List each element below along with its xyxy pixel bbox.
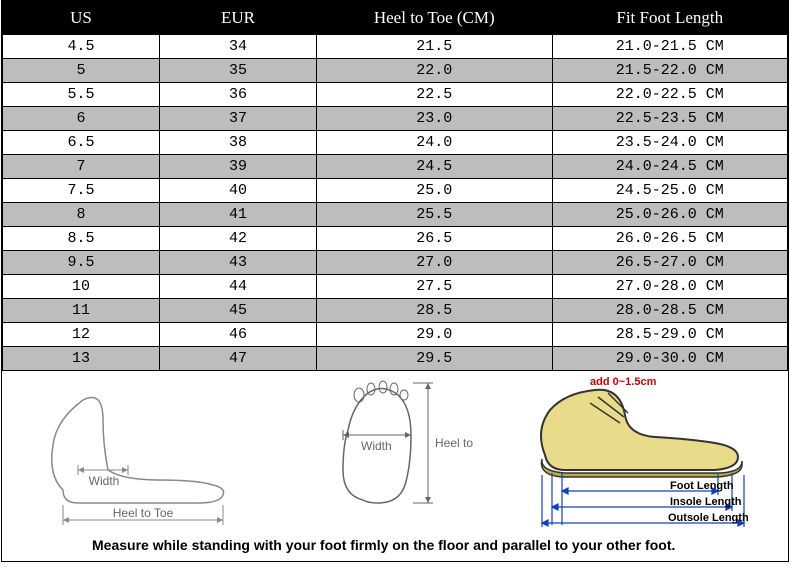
table-row: 6.53824.023.5-24.0 CM [3, 131, 788, 155]
size-table: US EUR Heel to Toe (CM) Fit Foot Length … [2, 1, 788, 371]
cell: 35 [160, 59, 317, 83]
table-row: 84125.525.0-26.0 CM [3, 203, 788, 227]
cell: 22.0-22.5 CM [552, 83, 788, 107]
cell: 25.0 [317, 179, 553, 203]
col-eur: EUR [160, 2, 317, 35]
cell: 26.0-26.5 CM [552, 227, 788, 251]
cell: 9.5 [3, 251, 160, 275]
table-row: 134729.529.0-30.0 CM [3, 347, 788, 371]
heeltoe-label-2: Heel to Toe [435, 436, 473, 450]
cell: 40 [160, 179, 317, 203]
cell: 41 [160, 203, 317, 227]
cell: 21.0-21.5 CM [552, 35, 788, 59]
cell: 21.5 [317, 35, 553, 59]
cell: 8.5 [3, 227, 160, 251]
add-label: add 0~1.5cm [590, 376, 657, 388]
outsole-length-label: Outsole Length [668, 512, 749, 524]
cell: 23.5-24.0 CM [552, 131, 788, 155]
table-row: 9.54327.026.5-27.0 CM [3, 251, 788, 275]
table-row: 63723.022.5-23.5 CM [3, 107, 788, 131]
foot-side-diagram: Width Heel to Toe [10, 375, 265, 535]
table-row: 114528.528.0-28.5 CM [3, 299, 788, 323]
cell: 42 [160, 227, 317, 251]
heeltoe-label: Heel to Toe [112, 506, 173, 520]
cell: 46 [160, 323, 317, 347]
cell: 29.0-30.0 CM [552, 347, 788, 371]
width-label-2: Width [361, 439, 392, 453]
size-chart-container: US EUR Heel to Toe (CM) Fit Foot Length … [1, 0, 789, 562]
table-row: 7.54025.024.5-25.0 CM [3, 179, 788, 203]
cell: 23.0 [317, 107, 553, 131]
table-row: 4.53421.521.0-21.5 CM [3, 35, 788, 59]
cell: 22.5-23.5 CM [552, 107, 788, 131]
cell: 27.0 [317, 251, 553, 275]
cell: 25.0-26.0 CM [552, 203, 788, 227]
shoe-body [541, 390, 738, 470]
shoe-diagram: add 0~1.5cm [520, 375, 780, 535]
col-fitlength: Fit Foot Length [552, 2, 788, 35]
cell: 13 [3, 347, 160, 371]
cell: 12 [3, 323, 160, 347]
cell: 27.0-28.0 CM [552, 275, 788, 299]
table-row: 8.54226.526.0-26.5 CM [3, 227, 788, 251]
table-row: 53522.021.5-22.0 CM [3, 59, 788, 83]
cell: 4.5 [3, 35, 160, 59]
cell: 24.5 [317, 155, 553, 179]
cell: 21.5-22.0 CM [552, 59, 788, 83]
cell: 45 [160, 299, 317, 323]
cell: 26.5 [317, 227, 553, 251]
foot-top-diagram: Width Heel to Toe [265, 375, 520, 535]
table-row: 73924.524.0-24.5 CM [3, 155, 788, 179]
cell: 22.0 [317, 59, 553, 83]
cell: 26.5-27.0 CM [552, 251, 788, 275]
cell: 38 [160, 131, 317, 155]
cell: 47 [160, 347, 317, 371]
width-label: Width [88, 474, 119, 488]
cell: 43 [160, 251, 317, 275]
cell: 28.5 [317, 299, 553, 323]
cell: 24.5-25.0 CM [552, 179, 788, 203]
table-row: 104427.527.0-28.0 CM [3, 275, 788, 299]
cell: 22.5 [317, 83, 553, 107]
cell: 24.0 [317, 131, 553, 155]
cell: 27.5 [317, 275, 553, 299]
cell: 6 [3, 107, 160, 131]
foot-length-label: Foot Length [670, 480, 734, 492]
cell: 36 [160, 83, 317, 107]
cell: 6.5 [3, 131, 160, 155]
cell: 34 [160, 35, 317, 59]
col-us: US [3, 2, 160, 35]
cell: 11 [3, 299, 160, 323]
cell: 24.0-24.5 CM [552, 155, 788, 179]
cell: 29.5 [317, 347, 553, 371]
diagram-row: Width Heel to Toe [2, 371, 788, 535]
cell: 5.5 [3, 83, 160, 107]
foot-side-outline [51, 398, 223, 504]
col-heeltoe: Heel to Toe (CM) [317, 2, 553, 35]
cell: 37 [160, 107, 317, 131]
cell: 7 [3, 155, 160, 179]
cell: 29.0 [317, 323, 553, 347]
measure-instruction: Measure while standing with your foot fi… [2, 535, 788, 561]
cell: 28.5-29.0 CM [552, 323, 788, 347]
cell: 7.5 [3, 179, 160, 203]
table-row: 124629.028.5-29.0 CM [3, 323, 788, 347]
insole-length-label: Insole Length [670, 496, 742, 508]
cell: 39 [160, 155, 317, 179]
table-row: 5.53622.522.0-22.5 CM [3, 83, 788, 107]
cell: 5 [3, 59, 160, 83]
cell: 25.5 [317, 203, 553, 227]
cell: 8 [3, 203, 160, 227]
cell: 10 [3, 275, 160, 299]
cell: 28.0-28.5 CM [552, 299, 788, 323]
header-row: US EUR Heel to Toe (CM) Fit Foot Length [3, 2, 788, 35]
cell: 44 [160, 275, 317, 299]
